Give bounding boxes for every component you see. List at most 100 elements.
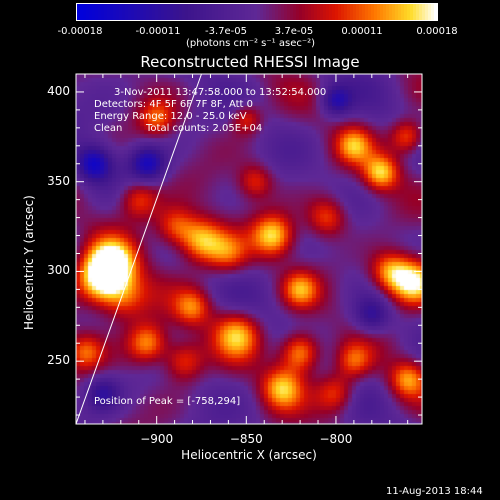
colorbar-segment [389,4,393,20]
colorbar-segment [290,4,294,20]
colorbar-segment [197,4,201,20]
colorbar-segment [314,4,318,20]
y-tick-label: 250 [47,353,70,368]
colorbar-segment [86,4,90,20]
colorbar-segment [323,4,327,20]
colorbar-segment [275,4,279,20]
colorbar-gradient [77,4,437,20]
colorbar-segment [392,4,396,20]
colorbar-segment [311,4,315,20]
colorbar-segment [368,4,372,20]
colorbar-segment [212,4,216,20]
colorbar-segment [407,4,411,20]
y-axis-label: Heliocentric Y (arcsec) [22,195,36,330]
colorbar-segment [344,4,348,20]
colorbar-segment [227,4,231,20]
colorbar-segment [356,4,360,20]
colorbar-segment [428,4,432,20]
colorbar-segment [410,4,414,20]
colorbar-segment [125,4,129,20]
colorbar-segment [425,4,429,20]
colorbar-tick-label: -0.00018 [57,26,103,37]
colorbar-segment [269,4,273,20]
colorbar-segment [77,4,81,20]
colorbar-segment [116,4,120,20]
colorbar-segment [167,4,171,20]
colorbar-segment [107,4,111,20]
colorbar-segment [233,4,237,20]
y-tick-label: 350 [47,173,70,188]
colorbar-segment [287,4,291,20]
colorbar-segment [113,4,117,20]
colorbar [76,3,438,21]
colorbar-segment [155,4,159,20]
total-counts-annotation: Total counts: 2.05E+04 [146,123,263,134]
colorbar-segment [272,4,276,20]
plot-area: 3-Nov-2011 13:47:58.000 to 13:52:54.000 … [76,74,422,424]
colorbar-segment [299,4,303,20]
energy-range-annotation: Energy Range: 12.0 - 25.0 keV [94,111,247,122]
colorbar-segment [131,4,135,20]
colorbar-segment [173,4,177,20]
colorbar-segment [98,4,102,20]
colorbar-segment [401,4,405,20]
colorbar-segment [371,4,375,20]
colorbar-segment [170,4,174,20]
colorbar-segment [215,4,219,20]
colorbar-segment [182,4,186,20]
colorbar-segment [326,4,330,20]
colorbar-segment [260,4,264,20]
colorbar-segment [95,4,99,20]
colorbar-segment [338,4,342,20]
colorbar-segment [158,4,162,20]
colorbar-segment [281,4,285,20]
x-tick-label: −800 [319,432,353,446]
colorbar-segment [416,4,420,20]
colorbar-segment [284,4,288,20]
colorbar-segment [353,4,357,20]
peak-position-annotation: Position of Peak = [-758,294] [94,396,241,407]
colorbar-segment [278,4,282,20]
colorbar-tick-label: -3.7e-05 [205,26,247,37]
colorbar-segment [80,4,84,20]
colorbar-segment [206,4,210,20]
colorbar-segment [404,4,408,20]
colorbar-segment [434,4,437,20]
colorbar-segment [251,4,255,20]
colorbar-segment [128,4,132,20]
colorbar-segment [104,4,108,20]
colorbar-tick-label: -0.00011 [135,26,181,37]
detectors-annotation: Detectors: 4F 5F 6F 7F 8F, Att 0 [94,99,254,110]
colorbar-segment [302,4,306,20]
colorbar-segment [239,4,243,20]
colorbar-unit: (photons cm⁻² s⁻¹ asec⁻²) [186,38,316,49]
colorbar-segment [209,4,213,20]
colorbar-segment [149,4,153,20]
colorbar-segment [188,4,192,20]
colorbar-segment [266,4,270,20]
colorbar-segment [119,4,123,20]
colorbar-segment [341,4,345,20]
colorbar-tick-label: 0.00011 [341,26,383,37]
colorbar-segment [176,4,180,20]
method-annotation: Clean [94,123,123,134]
colorbar-segment [335,4,339,20]
colorbar-segment [380,4,384,20]
colorbar-segment [224,4,228,20]
colorbar-segment [191,4,195,20]
colorbar-segment [89,4,93,20]
generation-timestamp: 11-Aug-2013 18:44 [386,486,483,497]
colorbar-segment [332,4,336,20]
colorbar-segment [329,4,333,20]
y-tick-label: 300 [47,263,70,278]
x-tick-label: −850 [229,432,263,446]
colorbar-segment [350,4,354,20]
colorbar-segment [218,4,222,20]
colorbar-tick-label: 3.7e-05 [274,26,314,37]
colorbar-segment [92,4,96,20]
colorbar-segment [137,4,141,20]
colorbar-segment [242,4,246,20]
y-tick-label: 400 [47,83,70,98]
colorbar-segment [236,4,240,20]
colorbar-segment [320,4,324,20]
